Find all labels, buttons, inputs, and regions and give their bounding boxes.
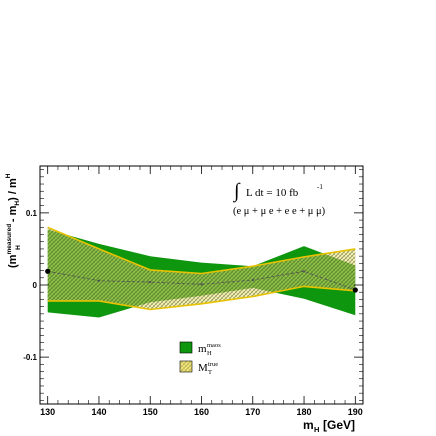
x-tick-label: 190 — [348, 407, 363, 417]
luminosity-annotation: ∫ L dt = 10 fb -1 (e μ + μ e + e e + μ μ… — [232, 180, 326, 217]
y-axis-title: (mmeasured H - mH) / mH — [5, 173, 22, 268]
central-point — [302, 270, 306, 273]
luminosity-exponent: -1 — [317, 183, 323, 191]
y-label-sup: measured — [6, 224, 13, 255]
bands-layer — [47, 226, 356, 318]
central-point — [352, 287, 358, 293]
y-label-mid-sub: H — [14, 201, 21, 206]
y-tick-label: -0.1 — [23, 353, 37, 362]
band-mt-upper-edge — [47, 226, 356, 275]
y-label-mid: - m — [7, 205, 19, 225]
axis-ticks: 130 140 150 160 170 180 190 0.1 0 -0.1 — [23, 166, 363, 417]
y-label-sub: H — [15, 245, 22, 250]
x-axis-unit: [GeV] — [323, 418, 355, 432]
legend-label-mt-sup: true — [208, 361, 218, 368]
central-point — [45, 268, 51, 274]
luminosity-text: L dt = 10 fb — [246, 187, 299, 199]
legend-label-maos-sup: maos — [207, 342, 221, 349]
legend-swatch-mt-hatch — [180, 361, 192, 372]
band-mt-lower-edge — [47, 285, 356, 311]
x-tick-label: 130 — [40, 407, 55, 417]
central-point — [149, 280, 152, 284]
central-values-layer — [45, 268, 358, 293]
band-mt-hatch — [47, 227, 356, 310]
x-axis-label: m — [303, 418, 314, 432]
central-point — [97, 279, 101, 282]
x-tick-label: 160 — [194, 407, 209, 417]
x-tick-label: 150 — [143, 407, 158, 417]
y-tick-label: 0 — [33, 281, 38, 290]
x-axis-title: m H [GeV] — [303, 418, 355, 434]
y-label-open: (m — [7, 254, 19, 268]
legend-swatch-maos — [179, 341, 193, 354]
central-point — [200, 283, 203, 286]
y-tick-label: 0.1 — [26, 209, 38, 218]
x-tick-label: 180 — [297, 407, 312, 417]
x-axis-label-sub: H — [314, 425, 319, 434]
y-label-end-sub: H — [5, 173, 12, 178]
legend-label-mt-base: M — [198, 362, 208, 374]
integral-sign: ∫ — [232, 180, 241, 203]
legend-label-maos-sub: H — [207, 350, 212, 357]
legend-label-maos-base: m — [198, 343, 207, 355]
legend-label-mt-sub: T — [208, 369, 212, 376]
x-tick-label: 170 — [245, 407, 260, 417]
channel-text: (e μ + μ e + e e + μ μ) — [233, 206, 326, 217]
x-tick-label: 140 — [91, 407, 106, 417]
central-point — [251, 278, 254, 282]
y-label-close: ) / m — [7, 178, 19, 201]
legend: m H maos M T true — [179, 341, 221, 376]
